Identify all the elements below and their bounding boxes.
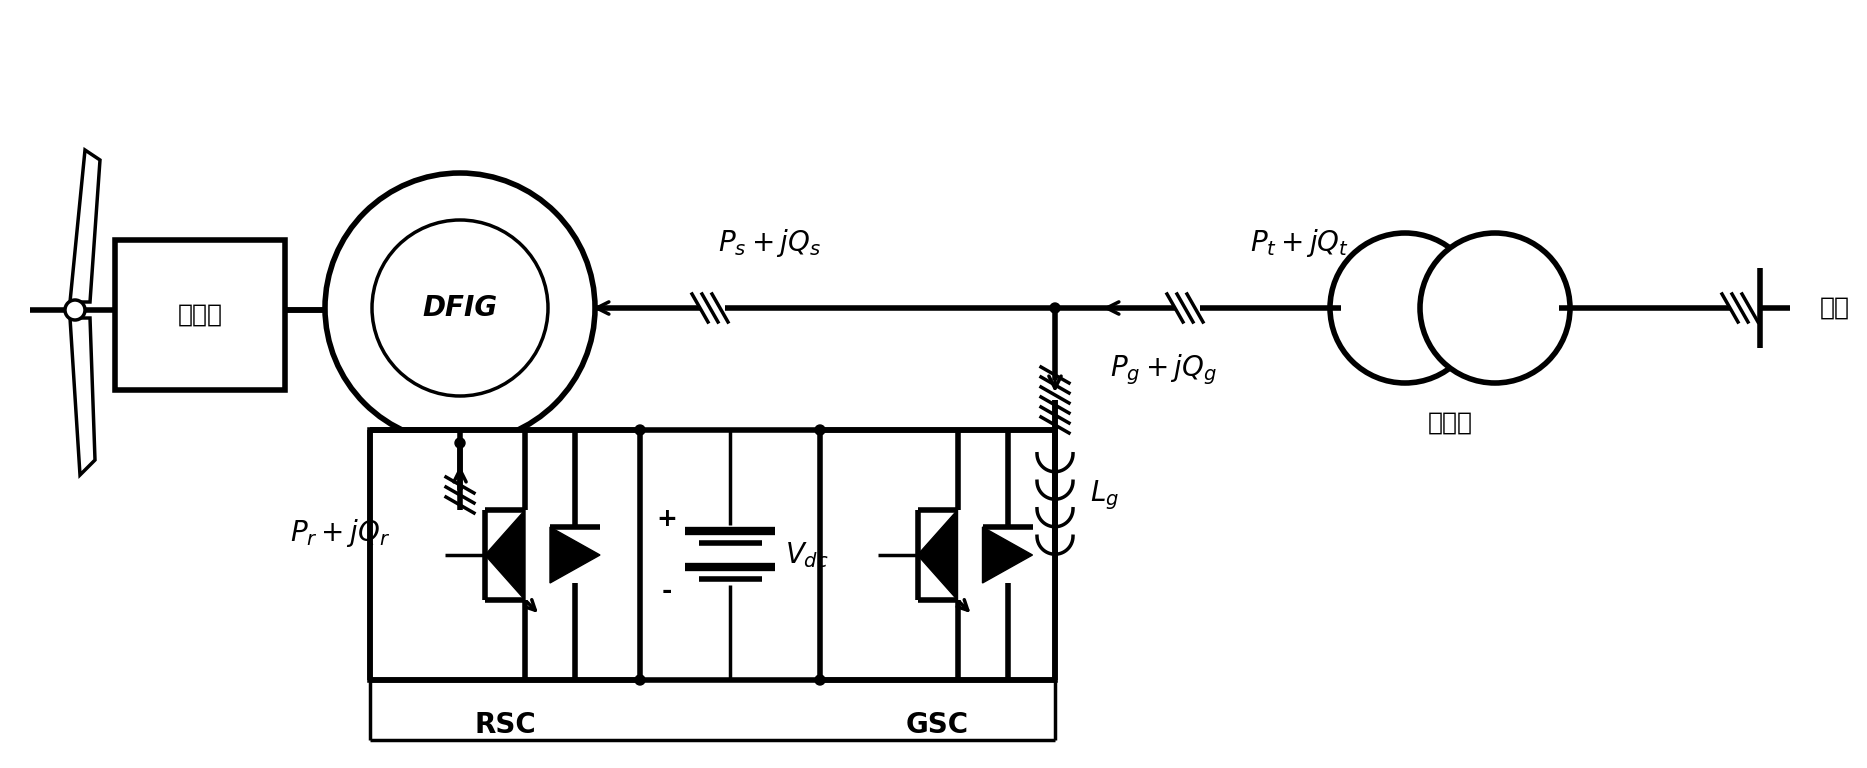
Text: $V_{dc}$: $V_{dc}$	[784, 540, 829, 570]
Text: $P_s + jQ_s$: $P_s + jQ_s$	[719, 227, 821, 259]
Circle shape	[325, 173, 596, 443]
Text: $L_g$: $L_g$	[1090, 478, 1118, 511]
Text: GSC: GSC	[905, 711, 969, 739]
Text: RSC: RSC	[474, 711, 536, 739]
Text: 齿轮箱: 齿轮箱	[177, 303, 222, 327]
Text: 变压器: 变压器	[1428, 411, 1473, 435]
Text: -: -	[661, 579, 672, 603]
Circle shape	[65, 300, 86, 320]
Polygon shape	[69, 150, 101, 302]
Text: $P_r + jQ_r$: $P_r + jQ_r$	[289, 517, 390, 549]
Circle shape	[372, 220, 549, 396]
Bar	[820, 430, 1055, 680]
Circle shape	[816, 675, 825, 685]
Circle shape	[1329, 233, 1481, 383]
Polygon shape	[485, 510, 525, 600]
Polygon shape	[551, 527, 599, 583]
Polygon shape	[917, 510, 958, 600]
Circle shape	[1421, 233, 1570, 383]
Bar	[116, 240, 286, 390]
Text: DFIG: DFIG	[422, 294, 498, 322]
Circle shape	[816, 425, 825, 435]
Circle shape	[635, 675, 644, 685]
Polygon shape	[982, 527, 1032, 583]
Circle shape	[635, 425, 644, 435]
Text: $P_g + jQ_g$: $P_g + jQ_g$	[1111, 353, 1217, 387]
Polygon shape	[69, 318, 95, 475]
Bar	[370, 430, 640, 680]
Text: 电网: 电网	[1820, 296, 1850, 320]
Circle shape	[1049, 303, 1060, 313]
Text: +: +	[657, 507, 678, 531]
Text: $P_t + jQ_t$: $P_t + jQ_t$	[1251, 227, 1350, 259]
Circle shape	[456, 438, 465, 448]
